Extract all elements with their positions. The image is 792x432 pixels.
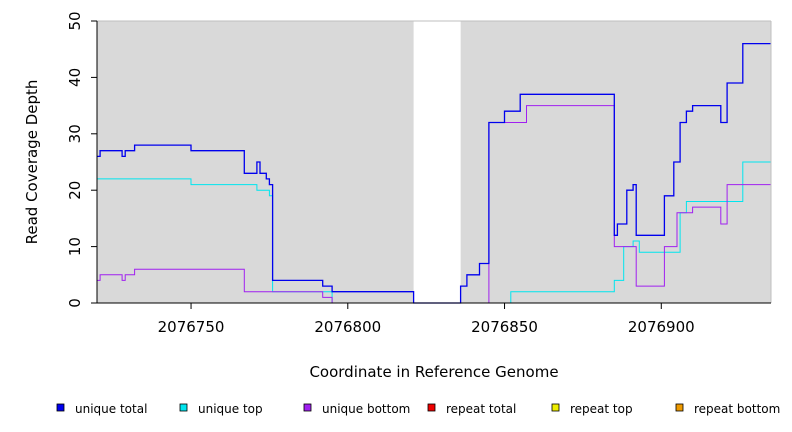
legend-swatch xyxy=(56,403,65,412)
x-tick-label: 2076800 xyxy=(314,318,381,336)
legend-label: unique total xyxy=(75,402,147,416)
x-tick-label: 2076750 xyxy=(158,318,225,336)
legend-item-repeat-top: repeat top xyxy=(551,402,633,416)
y-tick-label: 40 xyxy=(66,68,84,87)
y-tick-label: 30 xyxy=(66,124,84,143)
y-tick-label: 0 xyxy=(66,298,84,308)
x-axis-title: Coordinate in Reference Genome xyxy=(309,363,558,381)
legend-label: repeat total xyxy=(446,402,516,416)
legend-swatch xyxy=(551,403,560,412)
x-tick-label: 2076850 xyxy=(471,318,538,336)
legend-item-unique-total: unique total xyxy=(56,402,147,416)
legend-item-repeat-total: repeat total xyxy=(427,402,516,416)
legend-label: unique bottom xyxy=(322,402,410,416)
legend-swatch xyxy=(427,403,436,412)
series-line-unique-total xyxy=(97,42,771,304)
legend-label: repeat top xyxy=(570,402,633,416)
legend-item-repeat-bottom: repeat bottom xyxy=(675,402,780,416)
legend-swatch xyxy=(303,403,312,412)
gap-regions xyxy=(413,20,461,303)
y-axis-title: Read Coverage Depth xyxy=(23,80,41,245)
legend-swatch xyxy=(675,403,684,412)
legend-item-unique-top: unique top xyxy=(179,402,263,416)
gap-region xyxy=(413,20,461,303)
y-tick-label: 50 xyxy=(66,11,84,30)
legend-swatch xyxy=(179,403,188,412)
y-tick-label: 20 xyxy=(66,181,84,200)
legend-label: repeat bottom xyxy=(694,402,780,416)
y-tick-label: 10 xyxy=(66,237,84,256)
x-tick-label: 2076900 xyxy=(628,318,695,336)
axes: 2076750 2076800 2076850 2076900 0 10 20 30 40 50 xyxy=(66,11,772,336)
legend: unique total unique top unique bottom repea… xyxy=(56,402,780,416)
legend-label: unique top xyxy=(198,402,263,416)
legend-item-unique-bottom: unique bottom xyxy=(303,402,410,416)
